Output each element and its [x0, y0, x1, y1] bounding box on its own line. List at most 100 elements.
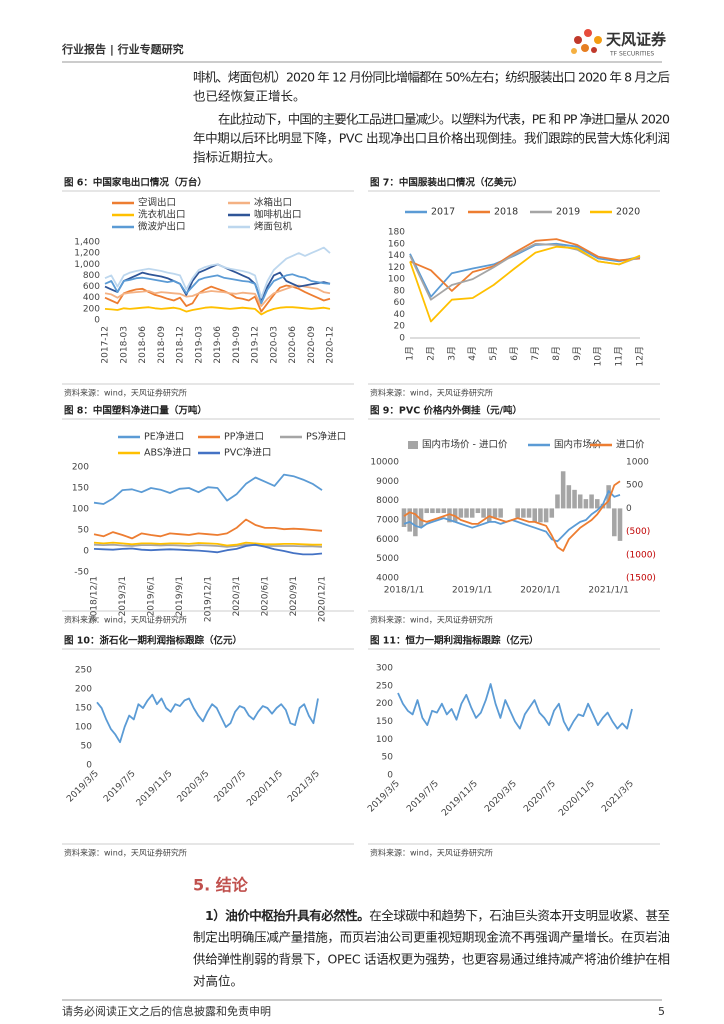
y-tick-label: 100	[72, 505, 89, 515]
series-line	[96, 693, 319, 744]
bar	[577, 494, 583, 509]
legend-label: 微波炉出口	[138, 221, 186, 233]
bar	[543, 508, 549, 523]
y-tick-label: 150	[72, 484, 89, 494]
legend-label: 2017	[431, 207, 455, 218]
figure-caption: 图 9：PVC 价格内外倒挂（元/吨）	[370, 405, 522, 417]
x-tick-label: 2019/9/1	[175, 576, 185, 616]
bar	[594, 499, 600, 509]
series-line	[104, 284, 331, 307]
body-line: 对高位。	[193, 974, 243, 989]
series-line	[409, 245, 641, 323]
series-line	[93, 473, 323, 505]
bar	[481, 508, 486, 518]
y-tick-label: 0	[94, 316, 100, 326]
x-tick-label: 2020-06	[288, 326, 298, 364]
bar	[498, 508, 503, 518]
x-tick-label: 2020/1/1	[520, 586, 560, 596]
y-tick-label: 1,200	[74, 249, 100, 259]
y-tick-label: 50	[81, 742, 93, 752]
figure: 图 7：中国服装出口情况（亿美元） 资料来源：wind，天风证券研究所 0 20 40 6…	[368, 177, 660, 398]
x-tick-label: 2018-09	[157, 326, 167, 364]
series-line	[93, 518, 323, 540]
figure: 图 6：中国家电出口情况（万台） 资料来源：wind，天风证券研究所 0 200400…	[62, 177, 354, 398]
y-tick-label: 600	[83, 282, 100, 292]
y2-tick-label: (1500)	[626, 574, 656, 584]
y-tick-label: 180	[388, 228, 405, 238]
y-tick-label: 1,000	[74, 260, 100, 270]
x-tick-label: 2019-12	[251, 326, 261, 364]
figure-caption: 图 11：恒力一期利润指标跟踪（亿元）	[370, 635, 539, 647]
x-tick-label: 2019/3/5	[366, 779, 402, 815]
y-tick-label: 50	[78, 526, 90, 536]
legend-label: 2018	[494, 207, 518, 218]
x-tick-label: 2019/11/5	[440, 779, 480, 819]
x-tick-label: 2019/6/1	[147, 576, 157, 616]
bar	[458, 508, 464, 518]
legend-swatch	[408, 441, 418, 449]
bar	[572, 489, 577, 509]
y2-tick-label: (1000)	[626, 550, 656, 560]
legend-label: 国内市场价	[554, 439, 602, 451]
x-tick-label: 2020/7/5	[522, 779, 558, 815]
y-tick-label: 6000	[376, 535, 399, 545]
y-tick-label: 100	[388, 275, 405, 285]
bar	[538, 508, 543, 523]
legend-label: 洗衣机出口	[138, 209, 186, 221]
series-line	[93, 541, 322, 547]
header-label: 行业报告 | 行业专题研究	[61, 42, 184, 56]
y-tick-label: 100	[75, 723, 92, 733]
bar	[407, 508, 412, 532]
logo-text: 天风证券	[606, 31, 667, 49]
figure: 图 10：浙石化一期利润指标跟踪（亿元） 资料来源：wind，天风证券研究所 0 50…	[62, 635, 354, 858]
x-tick-label: 9月	[572, 346, 583, 361]
body-line: 1）油价中枢抬升具有必然性。在全球碳中和趋势下，石油巨头资本开支明显收紧、甚至	[205, 908, 670, 923]
series-line	[409, 238, 641, 292]
bar	[555, 494, 560, 509]
y-tick-label: 100	[376, 735, 393, 745]
y-tick-label: 200	[376, 699, 393, 709]
legend-label: PP净进口	[224, 431, 264, 443]
y-tick-label: 4000	[376, 574, 399, 584]
x-tick-label: 2019-09	[232, 326, 242, 364]
bar	[435, 508, 441, 514]
legend-label: 国内市场价 - 进口价	[422, 439, 508, 451]
x-tick-label: 2021/1/1	[588, 586, 628, 596]
x-tick-label: 2020/6/1	[261, 576, 271, 616]
body-line: 也已经恢复正增长。	[193, 89, 306, 104]
x-tick-label: 2020/3/5	[176, 769, 212, 805]
y-tick-label: 0	[83, 547, 89, 557]
x-tick-label: 2019/3/1	[118, 576, 128, 616]
y-tick-label: 60	[394, 298, 406, 308]
y-tick-label: 140	[388, 251, 405, 261]
x-tick-label: 3月	[446, 346, 457, 361]
figure-source: 资料来源：wind，天风证券研究所	[370, 615, 493, 625]
y-tick-label: 7000	[376, 516, 399, 526]
x-tick-label: 2020/7/5	[213, 769, 249, 805]
bar	[418, 508, 424, 527]
figure-source: 资料来源：wind，天风证券研究所	[64, 848, 187, 858]
logo-icon	[571, 29, 602, 54]
body-line: 啡机、烤面包机）2020 年 12 月份同比增幅都在 50%左右；纺织服装出口 …	[193, 70, 670, 85]
bar	[401, 508, 407, 527]
x-tick-label: 2018-12	[176, 326, 186, 364]
x-tick-label: 2020/12/1	[318, 576, 328, 622]
x-tick-label: 2020/11/5	[245, 769, 285, 809]
x-tick-label: 2020-09	[307, 326, 317, 364]
figure-source: 资料来源：wind，天风证券研究所	[370, 388, 493, 398]
y-tick-label: 120	[388, 263, 405, 273]
y-tick-label: 20	[394, 322, 406, 332]
bar	[560, 471, 566, 509]
section-title: 5. 结论	[193, 876, 249, 895]
y-tick-label: 0	[399, 334, 405, 344]
y-tick-label: 250	[376, 681, 393, 691]
y-tick-label: 9000	[376, 477, 399, 487]
y2-tick-label: 0	[626, 504, 632, 514]
bar	[617, 508, 623, 541]
y-tick-label: 5000	[376, 554, 399, 564]
x-tick-label: 2019-06	[213, 326, 223, 364]
y-tick-label: 1,400	[74, 238, 100, 248]
legend-label: 冰箱出口	[254, 197, 292, 209]
figure-source: 资料来源：wind，天风证券研究所	[64, 615, 187, 625]
bar	[413, 508, 418, 537]
